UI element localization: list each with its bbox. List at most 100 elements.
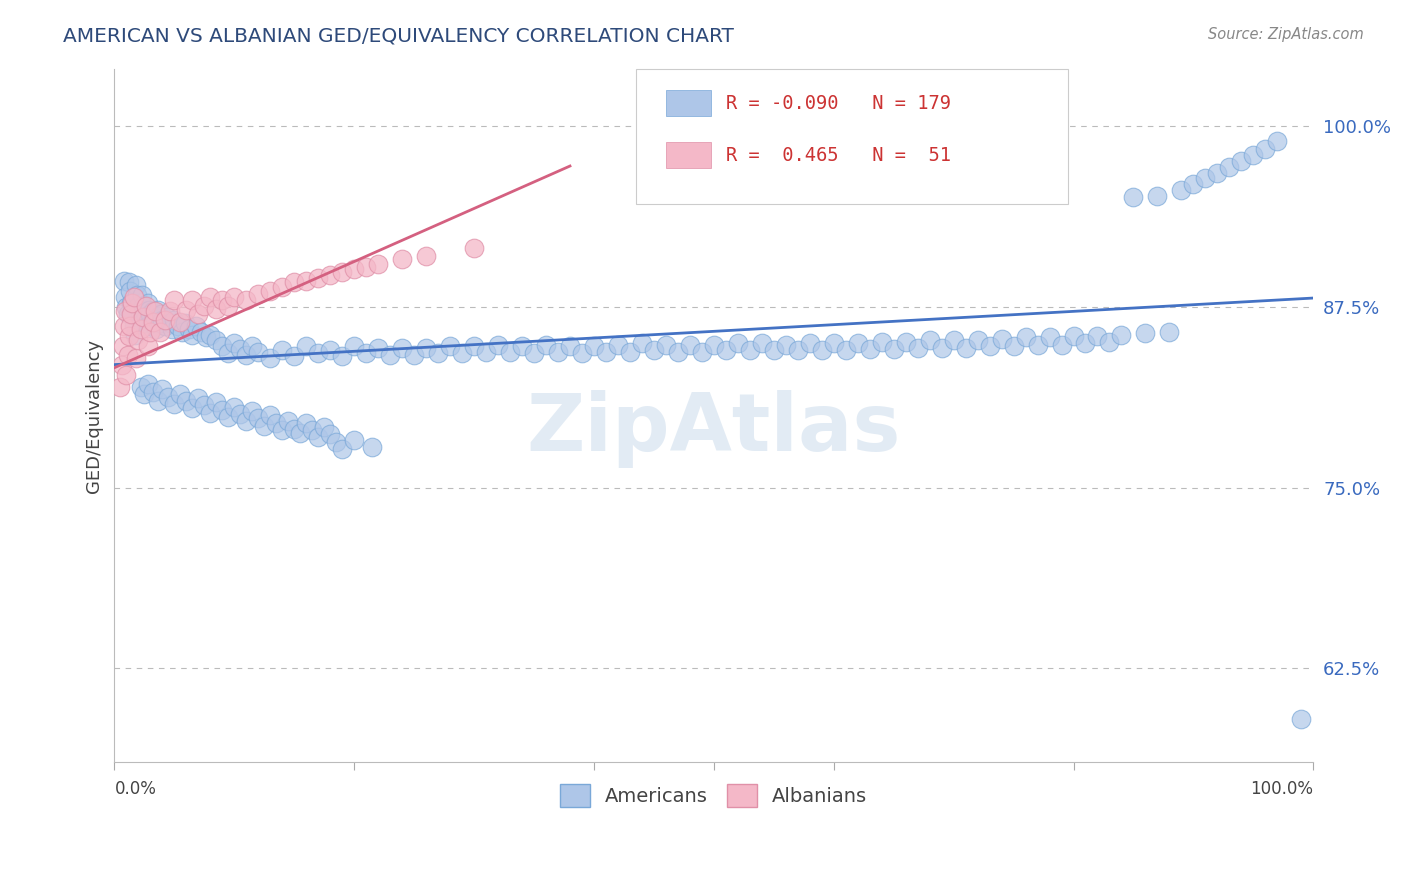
Point xyxy=(135,318,157,333)
Point xyxy=(1122,190,1144,204)
Point xyxy=(264,416,287,430)
Point xyxy=(129,379,152,393)
Point xyxy=(139,325,162,339)
Point xyxy=(918,334,941,348)
Point xyxy=(143,314,166,328)
Point xyxy=(138,302,160,317)
Point xyxy=(510,339,533,353)
Point xyxy=(139,307,162,321)
Point xyxy=(775,337,797,351)
Point xyxy=(439,339,461,353)
Point xyxy=(240,339,263,353)
Point xyxy=(1087,329,1109,343)
Point xyxy=(835,343,858,358)
Point xyxy=(235,414,257,428)
Point xyxy=(114,304,136,318)
Point xyxy=(217,346,239,360)
FancyBboxPatch shape xyxy=(666,90,711,116)
Point xyxy=(1014,330,1036,344)
Point xyxy=(1074,336,1097,351)
Point xyxy=(134,386,156,401)
Point xyxy=(690,344,713,359)
Point xyxy=(451,346,474,360)
Point xyxy=(205,334,228,348)
Point xyxy=(170,325,193,339)
Point xyxy=(176,394,198,409)
Point xyxy=(931,341,953,355)
Point xyxy=(343,339,366,353)
Point xyxy=(122,318,145,333)
Point xyxy=(134,304,156,318)
Point xyxy=(114,290,136,304)
Point xyxy=(1026,337,1049,351)
Point xyxy=(146,394,169,409)
Point xyxy=(1291,712,1313,726)
Point xyxy=(1182,177,1205,191)
Point xyxy=(118,318,141,333)
Point xyxy=(290,425,312,440)
Point xyxy=(181,401,204,416)
Point xyxy=(200,327,222,342)
Point xyxy=(163,313,186,327)
Point xyxy=(187,391,209,405)
Point xyxy=(1170,183,1192,197)
Point xyxy=(136,339,159,353)
Point xyxy=(703,337,725,351)
Point xyxy=(160,322,183,336)
Point xyxy=(149,316,172,330)
Point xyxy=(235,293,257,307)
Point xyxy=(558,339,581,353)
Point xyxy=(153,318,176,333)
Point xyxy=(125,278,148,293)
Point xyxy=(343,433,366,447)
Point xyxy=(475,344,498,359)
Point xyxy=(463,339,485,353)
Point xyxy=(295,339,318,353)
Point xyxy=(240,404,263,418)
Point xyxy=(404,348,426,362)
Point xyxy=(859,342,882,356)
Point xyxy=(391,252,413,267)
Point xyxy=(523,346,546,360)
Point xyxy=(253,418,276,433)
Point xyxy=(499,344,522,359)
Point xyxy=(990,332,1012,346)
Point xyxy=(314,420,336,434)
Text: 100.0%: 100.0% xyxy=(1250,780,1313,797)
Point xyxy=(259,351,281,365)
Text: Source: ZipAtlas.com: Source: ZipAtlas.com xyxy=(1208,27,1364,42)
Point xyxy=(1194,171,1216,186)
Point xyxy=(211,339,233,353)
Point xyxy=(229,407,252,421)
Point xyxy=(217,299,239,313)
Point xyxy=(330,442,353,456)
Point xyxy=(427,346,450,360)
Point xyxy=(181,293,204,307)
Point xyxy=(631,336,654,351)
Point xyxy=(786,343,808,358)
Point xyxy=(751,336,773,351)
Point xyxy=(883,342,905,356)
Point xyxy=(1063,329,1085,343)
Point xyxy=(205,301,228,316)
Point xyxy=(247,287,270,301)
Point xyxy=(211,293,233,307)
Point xyxy=(129,318,152,332)
Point xyxy=(190,325,212,339)
Point xyxy=(135,310,157,325)
Point xyxy=(486,337,509,351)
Point xyxy=(571,346,593,360)
Point xyxy=(194,330,217,344)
Point xyxy=(330,265,353,279)
Point xyxy=(415,250,437,264)
Point xyxy=(159,304,181,318)
Point xyxy=(354,346,377,360)
Point xyxy=(159,316,181,330)
Point xyxy=(118,284,141,298)
Point xyxy=(193,299,215,313)
Point xyxy=(169,314,191,328)
Point xyxy=(307,346,329,360)
Point xyxy=(271,343,294,358)
Point xyxy=(118,329,141,343)
Point xyxy=(738,343,761,358)
